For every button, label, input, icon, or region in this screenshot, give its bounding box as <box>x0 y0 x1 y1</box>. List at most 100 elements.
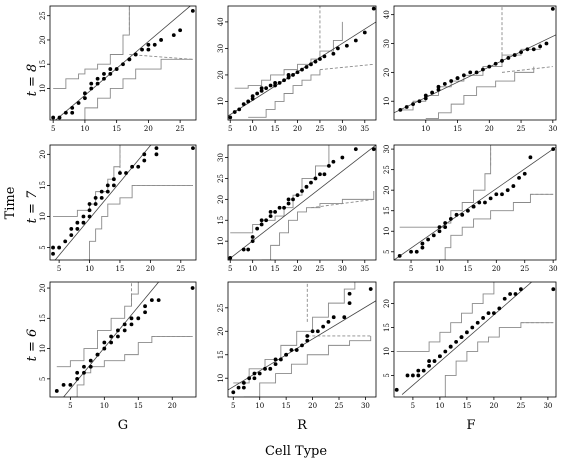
data-point <box>102 76 106 81</box>
data-point <box>477 200 482 205</box>
data-point <box>481 316 485 320</box>
x-tick-label: 5 <box>68 402 72 410</box>
data-point <box>57 245 62 250</box>
y-tick-label: 20 <box>383 299 391 308</box>
data-point <box>111 177 116 182</box>
data-point <box>237 107 242 112</box>
data-point <box>474 70 479 75</box>
data-point <box>492 311 496 316</box>
data-point <box>448 344 453 349</box>
data-point <box>353 38 358 43</box>
data-point <box>368 287 373 291</box>
data-point <box>454 212 459 217</box>
data-point <box>423 96 428 101</box>
x-tick-label: 25 <box>516 402 525 410</box>
x-tick-label: 25 <box>517 125 526 133</box>
data-point <box>255 226 260 231</box>
data-point <box>250 94 255 99</box>
y-tick-label: 40 <box>217 17 225 26</box>
data-point <box>331 315 336 320</box>
plot-area <box>51 145 195 260</box>
data-point <box>129 316 134 321</box>
data-point <box>81 220 86 225</box>
data-point <box>321 324 326 329</box>
data-point <box>538 44 543 49</box>
y-tick-label: 25 <box>217 303 225 312</box>
data-point <box>156 298 161 303</box>
data-point <box>116 328 120 333</box>
y-tick-label: 10 <box>217 374 225 383</box>
data-point <box>322 54 327 59</box>
data-point <box>259 218 264 223</box>
x-tick-label: 5 <box>231 402 235 410</box>
data-point <box>268 83 273 88</box>
col-label-r: R <box>297 418 308 433</box>
data-point <box>228 256 233 260</box>
panel-t7-g: 5 10 15 20 25 5 10 15 20 <box>39 144 197 273</box>
y-tick-label: 20 <box>217 70 225 79</box>
data-point <box>353 147 358 152</box>
band-dashed-line <box>129 54 193 60</box>
data-point <box>109 334 114 339</box>
data-point <box>461 73 466 78</box>
data-point <box>470 325 475 330</box>
data-point <box>152 42 157 47</box>
data-point <box>322 172 327 177</box>
data-point <box>264 86 269 91</box>
y-axis-title: Time <box>3 186 18 219</box>
data-point <box>519 287 523 292</box>
data-point <box>416 368 421 373</box>
data-point <box>61 382 66 387</box>
plot-area <box>228 145 376 260</box>
data-point <box>460 212 465 217</box>
x-tick-label: 25 <box>315 125 324 133</box>
y-tick-label: 40 <box>383 10 391 19</box>
data-point <box>136 316 141 321</box>
y-tick-label: 20 <box>217 195 225 204</box>
y-tick-label: 5 <box>39 377 47 381</box>
panel-frame <box>393 5 557 121</box>
plot-area <box>394 282 556 397</box>
data-point <box>75 227 80 231</box>
data-point <box>551 287 556 292</box>
panel-frame <box>227 144 377 261</box>
data-point <box>468 70 473 75</box>
data-point <box>525 47 530 52</box>
data-point <box>268 210 273 214</box>
data-point <box>143 304 147 309</box>
data-point <box>87 214 92 219</box>
data-point <box>54 389 59 393</box>
y-tick-label: 5 <box>383 373 391 377</box>
data-point <box>252 376 257 381</box>
data-point <box>191 146 195 151</box>
data-point <box>397 253 402 258</box>
data-point <box>273 210 277 214</box>
data-point <box>431 233 436 238</box>
x-tick-label: 10 <box>80 125 89 133</box>
data-point <box>304 65 309 69</box>
data-point <box>326 319 331 324</box>
data-point <box>500 192 504 197</box>
data-point <box>273 362 278 367</box>
data-point <box>465 208 470 213</box>
data-point <box>282 78 286 83</box>
data-point <box>121 62 125 67</box>
reference-line <box>394 34 556 114</box>
band-upper-line <box>230 145 330 234</box>
x-tick-label: 20 <box>492 265 501 273</box>
data-point <box>82 370 86 375</box>
data-point <box>278 357 283 362</box>
data-point <box>154 152 159 157</box>
data-point <box>313 59 318 64</box>
data-point <box>70 110 75 115</box>
data-point <box>318 57 322 61</box>
data-point <box>69 233 74 238</box>
data-point <box>436 87 441 92</box>
data-point <box>371 6 376 11</box>
data-point <box>481 67 485 72</box>
data-point <box>146 42 151 47</box>
data-point <box>51 245 55 250</box>
data-point <box>83 91 87 96</box>
data-point <box>81 214 86 219</box>
data-point <box>95 81 100 86</box>
